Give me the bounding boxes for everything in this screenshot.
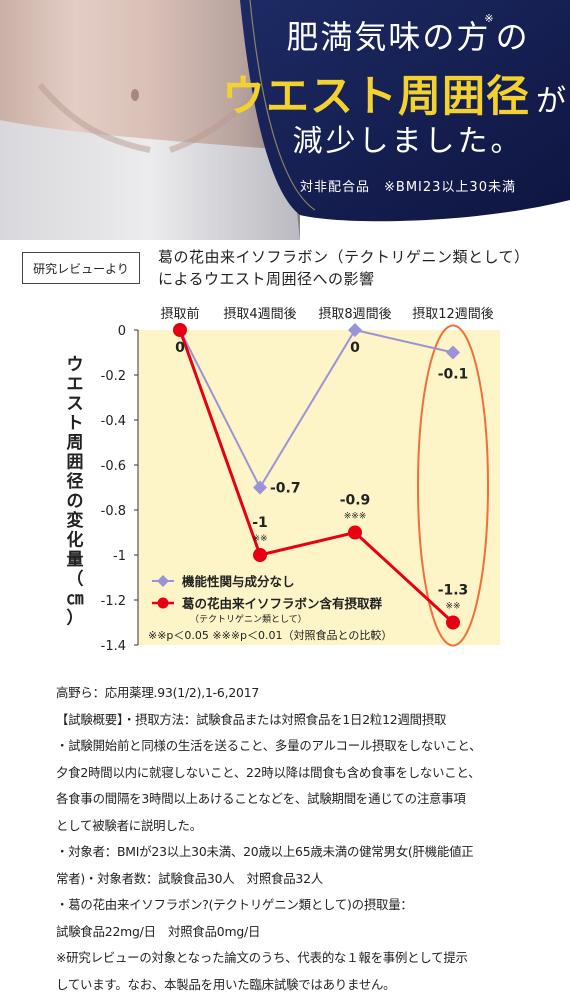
y-axis-label-char: エ	[67, 375, 84, 395]
significance-mark: ※※※	[344, 512, 367, 522]
data-label: -1	[252, 515, 268, 531]
y-tick-label: -0.6	[101, 459, 126, 474]
series-point	[446, 615, 460, 630]
y-tick-label: -0.2	[101, 369, 126, 384]
y-axis-label-char: 化	[67, 530, 84, 551]
x-category-label: 摂取8週間後	[318, 306, 391, 322]
y-tick-label: -1.4	[101, 639, 126, 654]
y-axis-label-char: ス	[67, 394, 84, 414]
hero-image	[0, 0, 570, 240]
significance-mark: ※※	[445, 602, 460, 612]
chart-title-line2: によるウエスト周囲径への影響	[158, 270, 375, 288]
hero-line1: 肥満気味の方※の	[258, 12, 558, 58]
y-axis-label-char: ト	[67, 414, 84, 434]
hero-line1-text: 肥満気味の方	[286, 18, 491, 56]
study-notes: 高野ら：応用薬理.93(1/2),1-6,2017 【試験概要】・摂取方法：試験食…	[56, 680, 561, 998]
note-line-0: 高野ら：応用薬理.93(1/2),1-6,2017	[56, 685, 260, 700]
note-line-1: 【試験概要】・摂取方法：試験食品または対照食品を1日2粒12週間摂取	[56, 711, 447, 727]
y-tick-label: -0.4	[101, 414, 126, 429]
x-category-label: 摂取前	[160, 306, 199, 322]
hero-line1-mark: ※	[484, 12, 496, 25]
hero-line1-suffix: の	[495, 18, 530, 56]
series-point	[253, 548, 267, 562]
legend-sublabel-treatment: （テクトリゲニン類として）	[190, 613, 307, 625]
data-label: -1.3	[438, 583, 469, 599]
note-line-10: ※研究レビューの対象となった論文のうち、代表的な１報を事例として提示	[56, 950, 468, 965]
y-axis-label-char: 囲	[67, 453, 84, 473]
note-line-9: 試験食品22mg/日 対照食品0mg/日	[56, 923, 261, 939]
legend-label-treatment: 葛の花由来イソフラボン含有摂取群	[181, 596, 383, 611]
y-axis-label-char: 径	[67, 471, 84, 492]
hero-line4: 対非配合品 ※BMI23以上30未満	[300, 180, 516, 195]
waist-change-chart: 0 -0.2 -0.4 -0.6 -0.8 -1 -1.2 -1.4 摂取前 摂取4週間後 摂取8週…	[67, 306, 500, 654]
note-line-5: として被験者に説明した。	[56, 817, 202, 833]
y-tick-label: -0.8	[101, 504, 126, 519]
y-axis-label-char: の	[67, 492, 84, 512]
hero-banner: 肥満気味の方※の ウエスト周囲径が 減少しました。 対非配合品 ※BMI23以上…	[0, 0, 570, 240]
series-point	[348, 323, 362, 337]
data-label: -0.1	[438, 367, 469, 383]
chart-title-line1: 葛の花由来イソフラボン（テクトリゲニン類として）	[158, 248, 530, 266]
y-axis-label-char: ㎝	[67, 589, 84, 609]
data-label: 0	[175, 340, 185, 356]
note-line-6: ・対象者：BMIが23以上30未満、20歳以上65歳未満の健常男女(肝機能値正	[56, 844, 474, 859]
series-point	[446, 345, 460, 360]
chart-title: 葛の花由来イソフラボン（テクトリゲニン類として） によるウエスト周囲径への影響	[158, 246, 558, 290]
hero-line3: 減少しました。	[292, 124, 524, 159]
hero-text: 肥満気味の方※の ウエスト周囲径が 減少しました。 対非配合品 ※BMI23以上…	[0, 0, 570, 240]
note-line-11: しています。なお、本製品を用いた臨床試験ではありません。	[56, 976, 396, 992]
significance-mark: ※※	[252, 534, 267, 544]
y-axis-label-char: 量	[67, 549, 84, 570]
x-category-label: 摂取12週間後	[412, 306, 494, 322]
y-tick-label: 0	[118, 324, 126, 339]
y-axis-label-char: （	[67, 569, 84, 590]
legend-marker-treatment	[157, 597, 169, 609]
data-label: 0	[350, 340, 360, 356]
series-point	[348, 525, 362, 540]
y-axis-label-char: 周	[67, 433, 84, 453]
y-tick-label: -1.2	[101, 594, 126, 609]
data-label: -0.9	[340, 493, 371, 509]
series-point	[253, 480, 267, 495]
note-line-8: ・葛の花由来イソフラボン?(テクトリゲニン類として)の摂取量：	[56, 897, 413, 912]
hero-line2: ウエスト周囲径が	[222, 62, 566, 124]
y-axis-label-char: 変	[67, 510, 84, 531]
series-point	[173, 323, 187, 337]
note-line-7: 常者)・対象者数：試験食品30人 対照食品32人	[56, 870, 323, 886]
note-line-2: ・試験開始前と同様の生活を送ること、多量のアルコール摂取をしないこと、	[56, 738, 482, 753]
note-line-4: 各食事の間隔を3時間以上あけることなどを、試験期間を通じての注意事項	[56, 791, 466, 806]
data-label: -0.7	[270, 481, 301, 497]
y-tick-label: -1	[113, 549, 126, 564]
legend-marker-control	[157, 575, 169, 587]
highlight-ellipse	[417, 324, 489, 647]
legend-note: ※※p＜0.05 ※※※p＜0.01（対照食品との比較）	[148, 628, 392, 642]
y-axis-label-char: ウ	[67, 355, 84, 375]
series-line	[179, 328, 454, 490]
y-axis-label-char: ）	[67, 608, 84, 629]
hero-line2-suffix: が	[536, 84, 567, 119]
note-line-3: 夕食2時間以内に就寝しないこと、22時以降は間食も含め食事をしないこと、	[56, 764, 481, 780]
series-line	[178, 329, 455, 624]
source-badge: 研究レビューより	[22, 252, 140, 284]
x-category-label: 摂取4週間後	[223, 306, 296, 322]
legend-label-control: 機能性関与成分なし	[182, 574, 295, 589]
hero-line2-text: ウエスト周囲径	[222, 72, 530, 122]
